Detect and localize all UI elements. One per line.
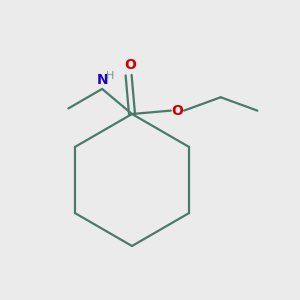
Text: H: H xyxy=(106,71,115,81)
Text: N: N xyxy=(96,74,108,87)
Text: O: O xyxy=(172,103,183,118)
Text: O: O xyxy=(124,58,136,71)
